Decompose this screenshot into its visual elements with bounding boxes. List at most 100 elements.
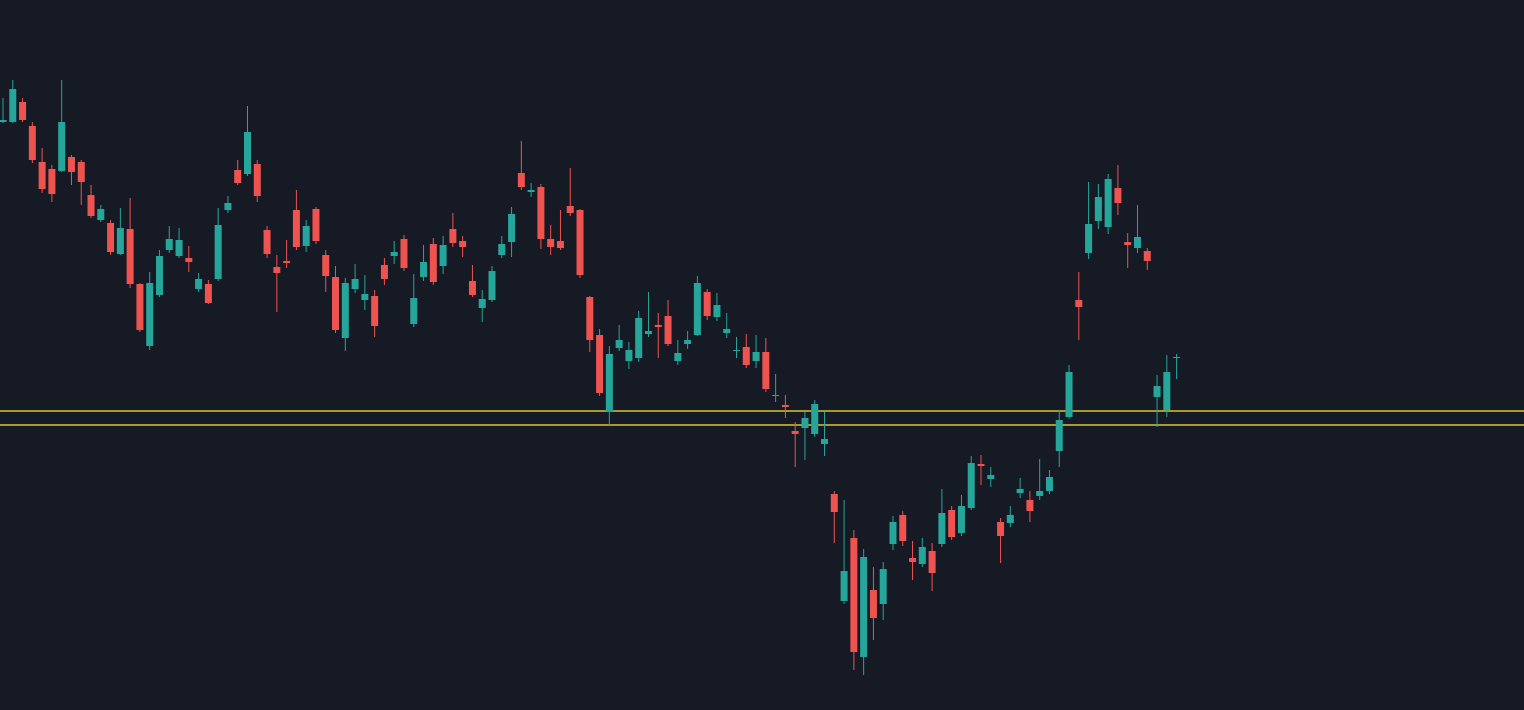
candle-body — [860, 557, 868, 657]
candle-body — [1153, 386, 1161, 397]
candle-body — [654, 325, 662, 327]
candle-body — [889, 522, 897, 544]
candle-body — [312, 209, 320, 241]
candle-body — [400, 239, 408, 268]
candle-body — [556, 241, 564, 248]
candle-body — [1045, 477, 1053, 491]
candle-body — [165, 239, 173, 250]
candle-body — [928, 551, 936, 573]
candle-body — [664, 316, 672, 344]
candle-body — [821, 439, 829, 444]
candle-body — [801, 418, 809, 428]
candle-body — [967, 463, 975, 508]
candle-body — [899, 515, 907, 541]
candle-body — [195, 279, 203, 289]
candle-body — [508, 214, 516, 242]
candle-body — [478, 299, 486, 308]
candle-body — [410, 298, 418, 324]
candle-body — [1085, 224, 1093, 253]
candle-body — [459, 241, 467, 247]
candle-body — [175, 240, 183, 256]
candle-body — [791, 431, 799, 434]
candle-body — [1065, 372, 1073, 417]
candle-body — [625, 350, 633, 361]
candle-body — [1104, 179, 1112, 227]
candle-body — [830, 494, 838, 512]
candle-body — [77, 162, 85, 182]
candle-body — [713, 305, 721, 317]
candle-body — [840, 571, 848, 601]
candle-body — [752, 352, 760, 361]
candle-body — [781, 405, 789, 407]
candle-body — [576, 210, 584, 275]
candle-body — [762, 352, 770, 389]
candle-body — [1124, 242, 1132, 245]
candle-body — [879, 569, 887, 604]
candle-body — [615, 340, 623, 348]
candle-body — [977, 464, 985, 466]
candle-body — [48, 169, 56, 194]
candle-body — [498, 244, 506, 255]
candle-body — [1026, 500, 1034, 511]
candle-body — [58, 122, 66, 171]
candle-body — [332, 277, 340, 330]
candle-body — [811, 404, 819, 434]
candle-body — [723, 329, 731, 333]
candle-body — [38, 162, 46, 189]
candle-body — [527, 190, 535, 192]
candle-body — [948, 510, 956, 537]
candle-body — [850, 538, 858, 652]
candle-body — [302, 226, 310, 246]
candle-body — [253, 164, 261, 196]
candle-body — [351, 279, 359, 289]
candle-body — [371, 296, 379, 326]
candle-body — [1016, 489, 1024, 493]
candle-body — [1133, 237, 1141, 248]
candle-body — [204, 284, 212, 303]
candle-body — [273, 267, 281, 273]
candle-body — [1055, 420, 1063, 451]
candle-body — [429, 244, 437, 282]
candle-body — [28, 126, 36, 160]
candle-body — [997, 522, 1005, 536]
candle-body — [439, 245, 447, 266]
candle-body — [1114, 188, 1122, 203]
candle-body — [126, 229, 134, 284]
candle-body — [1036, 491, 1044, 496]
candle-body — [116, 228, 124, 254]
candle-body — [67, 157, 75, 172]
candle-body — [742, 347, 750, 365]
candle-body — [185, 258, 193, 262]
candle-body — [390, 252, 398, 256]
candle-body — [361, 294, 369, 300]
candle-body — [605, 354, 613, 412]
candle-body — [234, 170, 242, 183]
candle-body — [224, 203, 232, 210]
candle-body — [566, 206, 574, 213]
candle-body — [909, 558, 917, 562]
candle-body — [693, 283, 701, 335]
candle-body — [684, 340, 692, 344]
candle-body — [644, 331, 652, 334]
candle-body — [1173, 357, 1181, 358]
candle-body — [244, 132, 251, 174]
candle-body — [537, 187, 545, 239]
candle-body — [19, 102, 27, 120]
candle-body — [107, 223, 115, 252]
candle-body — [97, 209, 105, 220]
candle-body — [517, 173, 525, 187]
candle-body — [733, 350, 740, 351]
candle-body — [136, 284, 144, 330]
candle-body — [1143, 251, 1151, 261]
candle-body — [9, 89, 17, 122]
candle-body — [87, 195, 95, 216]
candle-body — [987, 475, 995, 479]
candle-body — [1006, 515, 1014, 523]
candle-body — [155, 256, 163, 295]
candle-body — [449, 229, 457, 243]
candle-body — [596, 335, 604, 393]
candle-body — [547, 239, 555, 247]
